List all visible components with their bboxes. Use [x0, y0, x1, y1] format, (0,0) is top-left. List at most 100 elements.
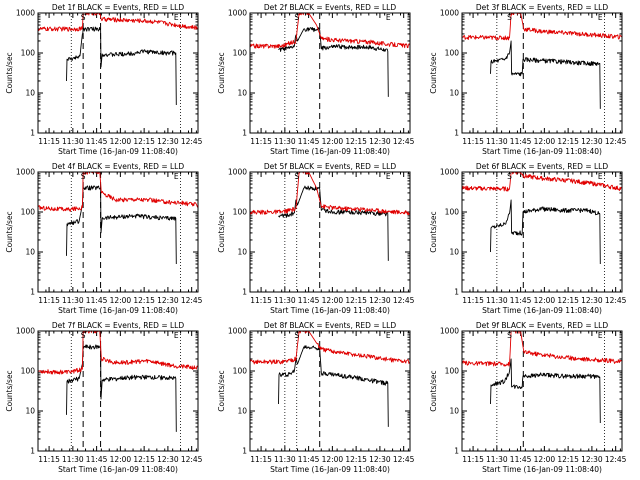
x-tick-label: 11:45 [510, 455, 532, 464]
events-series-line [490, 40, 601, 109]
marker-label: S [507, 331, 512, 340]
x-tick-label: 11:30 [274, 455, 296, 464]
y-tick-label: 1 [242, 129, 247, 138]
y-axis-label: Counts/sec [5, 211, 14, 252]
marker-label: E [598, 172, 603, 181]
x-tick-label: 11:45 [86, 455, 108, 464]
y-tick-label: 100 [233, 49, 248, 58]
marker-label: E [386, 13, 391, 22]
x-axis-label: Start Time (16-Jan-09 11:08:40) [482, 306, 602, 315]
marker-label: S [81, 331, 86, 340]
y-tick-label: 1000 [16, 9, 35, 18]
x-tick-label: 12:45 [605, 455, 627, 464]
detector-panel: Det 3f BLACK = Events, RED = LLD Counts/s… [429, 3, 627, 156]
y-axis-label: Counts/sec [5, 370, 14, 411]
x-tick-label: 12:15 [557, 455, 579, 464]
y-tick-label: 10 [449, 248, 459, 257]
x-tick-label: 12:15 [345, 296, 367, 305]
x-tick-label: 11:30 [62, 296, 84, 305]
x-tick-label: 11:15 [462, 455, 484, 464]
x-tick-label: 12:15 [557, 296, 579, 305]
x-tick-label: 11:30 [62, 137, 84, 146]
x-axis-label: Start Time (16-Jan-09 11:08:40) [58, 465, 178, 474]
marker-label: E [174, 172, 179, 181]
x-tick-label: 12:45 [393, 296, 415, 305]
y-tick-label: 1 [454, 288, 459, 297]
x-tick-label: 12:45 [181, 296, 203, 305]
y-tick-label: 10 [237, 89, 247, 98]
y-tick-label: 1000 [440, 168, 459, 177]
x-tick-label: 11:30 [62, 455, 84, 464]
y-tick-label: 1000 [440, 9, 459, 18]
x-axis-label: Start Time (16-Jan-09 11:08:40) [58, 306, 178, 315]
marker-label: S [294, 172, 299, 181]
plot-frame [37, 12, 199, 134]
x-tick-label: 12:15 [345, 137, 367, 146]
x-tick-label: 12:30 [157, 137, 179, 146]
x-tick-label: 12:00 [534, 296, 556, 305]
marker-label: E [174, 13, 179, 22]
x-tick-label: 12:15 [557, 137, 579, 146]
events-series-line [490, 199, 601, 265]
detector-panel: Det 5f BLACK = Events, RED = LLD Counts/s… [217, 162, 415, 315]
x-tick-label: 12:30 [369, 455, 391, 464]
marker-label: S [81, 13, 86, 22]
y-tick-label: 1000 [16, 327, 35, 336]
y-tick-label: 1000 [440, 327, 459, 336]
y-tick-label: 1000 [228, 9, 247, 18]
lld-series-line [250, 13, 410, 49]
x-tick-label: 12:00 [534, 455, 556, 464]
lld-series-line [38, 172, 198, 212]
panel-title: Det 6f BLACK = Events, RED = LLD [476, 162, 609, 171]
x-tick-label: 11:45 [510, 137, 532, 146]
y-tick-label: 100 [21, 367, 36, 376]
marker-label: S [507, 13, 512, 22]
plot-frame [461, 12, 623, 134]
detector-panel: Det 1f BLACK = Events, RED = LLD Counts/s… [5, 3, 203, 156]
y-axis-label: Counts/sec [429, 211, 438, 252]
x-tick-label: 12:30 [157, 296, 179, 305]
y-axis-label: Counts/sec [217, 211, 226, 252]
x-tick-label: 11:15 [250, 296, 272, 305]
y-tick-label: 1 [30, 288, 35, 297]
x-tick-label: 11:45 [86, 137, 108, 146]
y-tick-label: 10 [237, 248, 247, 257]
x-tick-label: 11:45 [298, 296, 320, 305]
x-tick-label: 12:45 [393, 455, 415, 464]
lld-series-line [462, 172, 622, 192]
marker-label: E [386, 331, 391, 340]
y-tick-label: 1 [454, 447, 459, 456]
x-tick-label: 12:30 [581, 296, 603, 305]
y-axis-label: Counts/sec [5, 52, 14, 93]
x-tick-label: 11:15 [462, 296, 484, 305]
x-tick-label: 12:30 [369, 137, 391, 146]
y-axis-label: Counts/sec [217, 52, 226, 93]
panel-title: Det 2f BLACK = Events, RED = LLD [264, 3, 397, 12]
marker-label: E [598, 13, 603, 22]
x-tick-label: 12:45 [181, 455, 203, 464]
y-tick-label: 1 [242, 288, 247, 297]
x-tick-label: 11:30 [486, 137, 508, 146]
x-tick-label: 11:30 [486, 296, 508, 305]
y-tick-label: 10 [25, 248, 35, 257]
y-tick-label: 100 [445, 367, 460, 376]
x-tick-label: 11:45 [86, 296, 108, 305]
y-tick-label: 100 [445, 49, 460, 58]
x-tick-label: 11:45 [298, 137, 320, 146]
events-series-line [278, 345, 389, 427]
y-tick-label: 1 [30, 447, 35, 456]
y-tick-label: 1 [30, 129, 35, 138]
y-tick-label: 100 [21, 208, 36, 217]
plot-frame [461, 330, 623, 452]
events-series-line [66, 185, 177, 265]
marker-label: S [81, 172, 86, 181]
x-tick-label: 12:45 [605, 296, 627, 305]
plot-frame [249, 171, 411, 293]
panel-title: Det 9f BLACK = Events, RED = LLD [476, 321, 609, 330]
panel-title: Det 7f BLACK = Events, RED = LLD [52, 321, 185, 330]
x-tick-label: 12:00 [322, 296, 344, 305]
plot-frame [249, 12, 411, 134]
x-tick-label: 11:15 [38, 137, 60, 146]
y-tick-label: 100 [233, 367, 248, 376]
